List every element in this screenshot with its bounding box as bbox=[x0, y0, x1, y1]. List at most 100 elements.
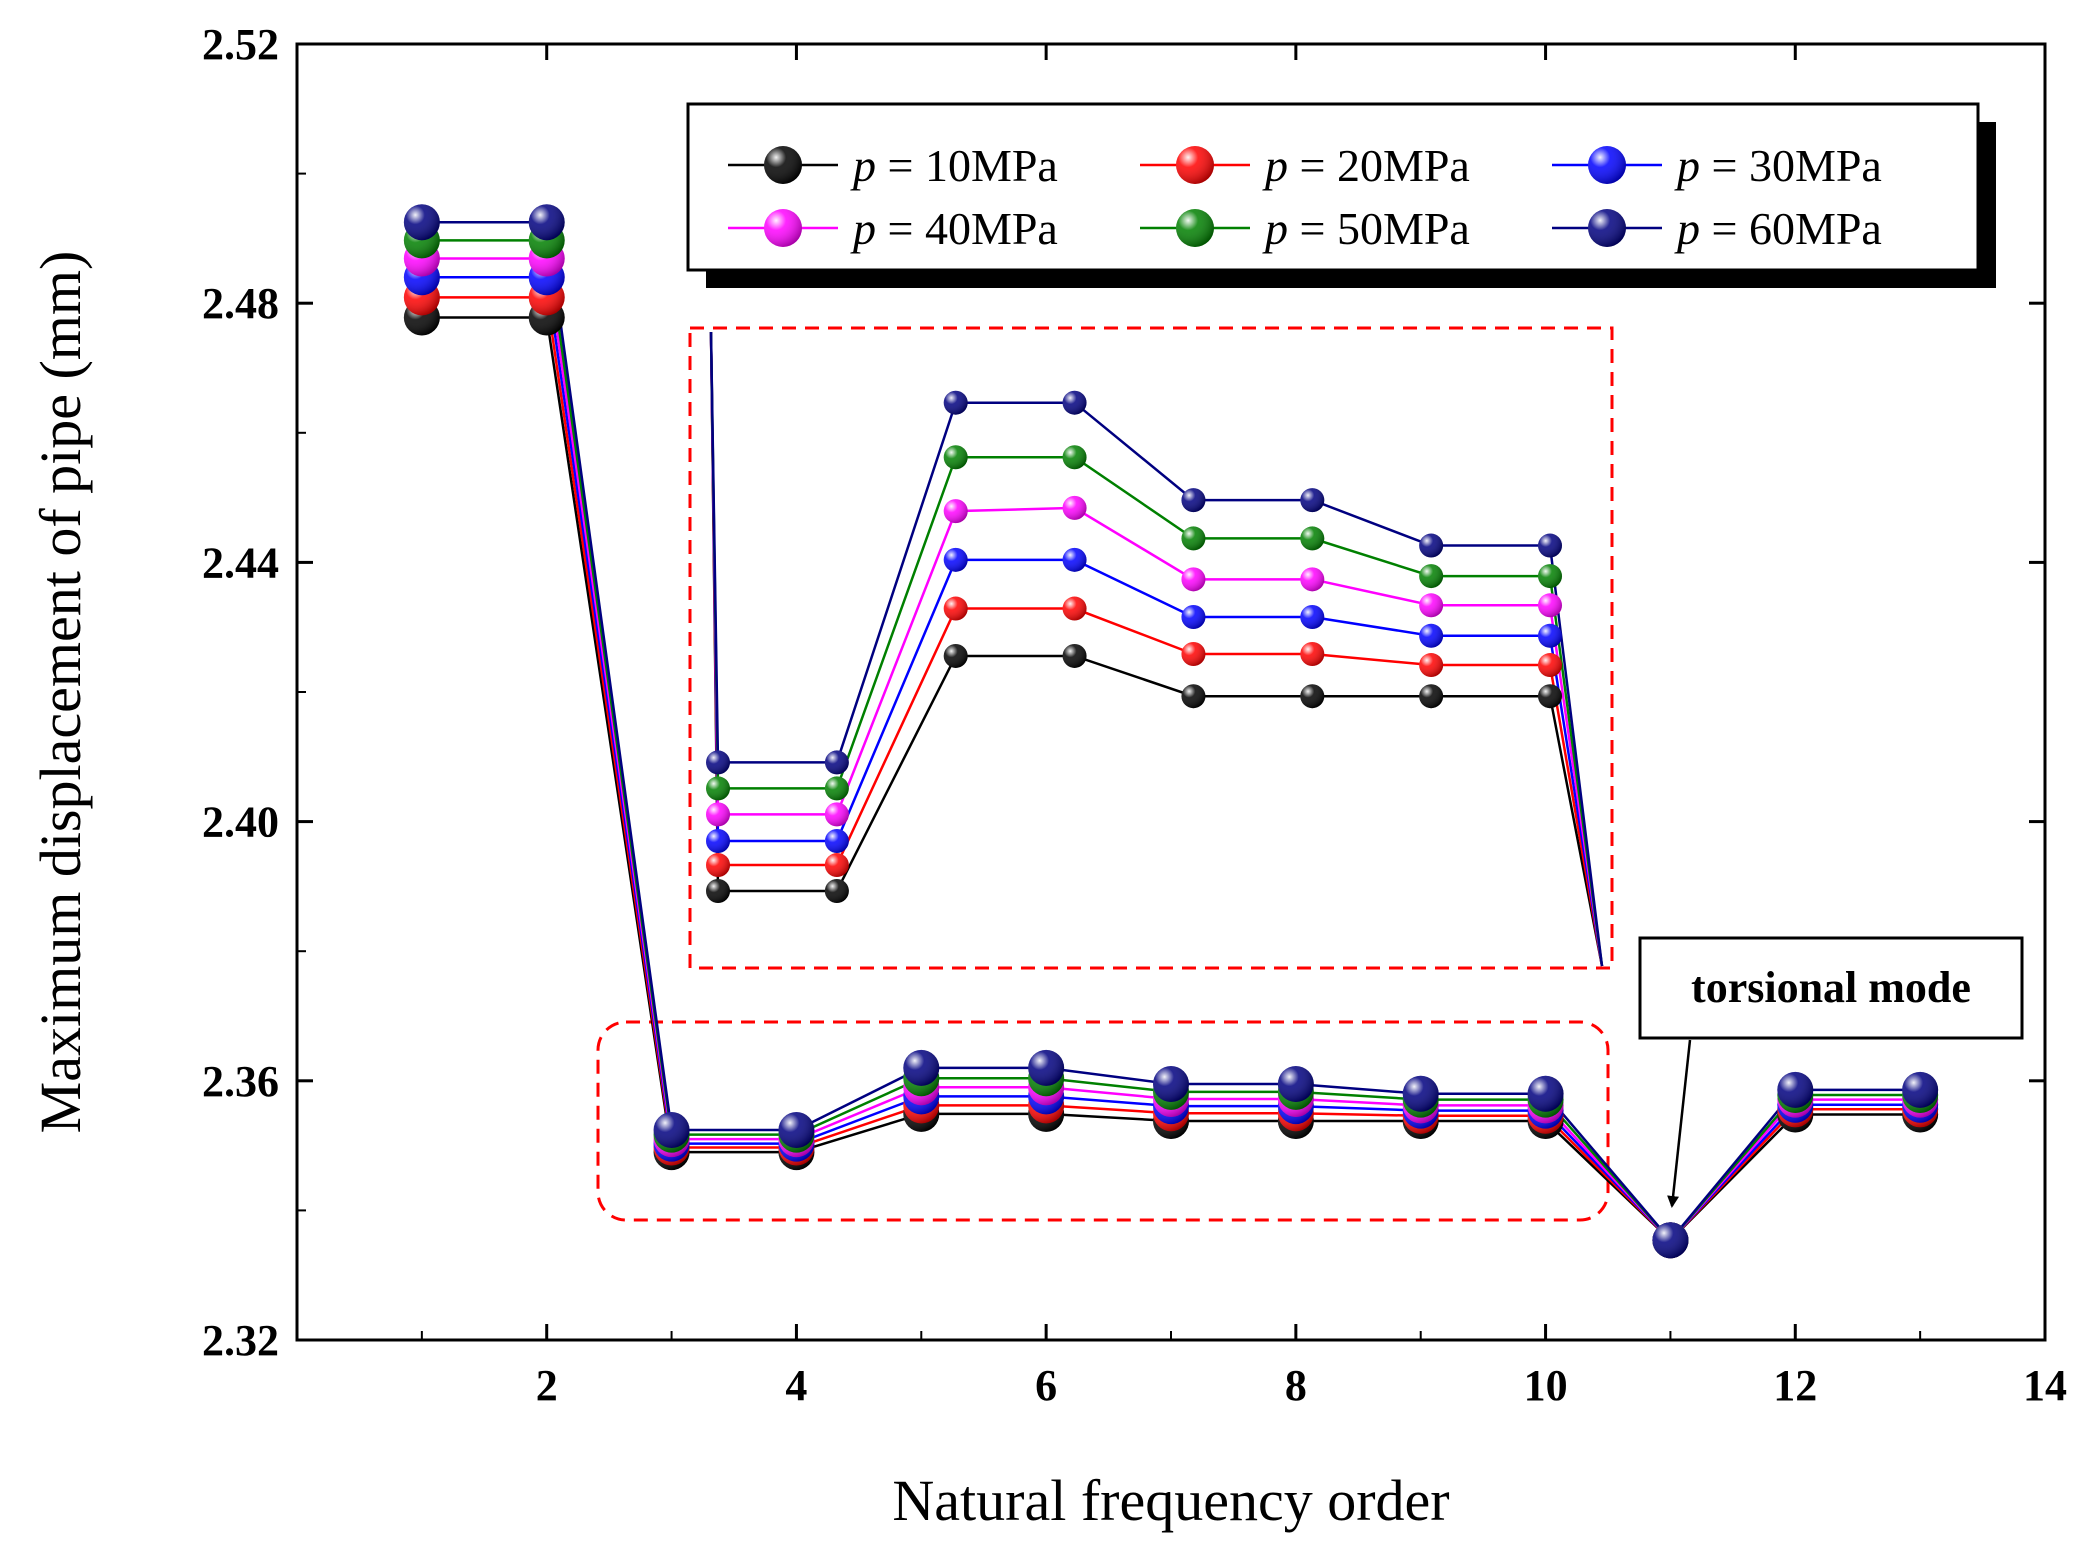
inset-point-s1-1 bbox=[824, 853, 849, 878]
main-highlight-box bbox=[596, 1020, 1610, 1222]
legend-label-rest: = 20MPa bbox=[1288, 140, 1470, 191]
inset-point-s3-7-shine bbox=[1538, 593, 1562, 618]
inset-point-s3-0 bbox=[706, 802, 730, 827]
data-point-s5-7 bbox=[1277, 1066, 1314, 1103]
legend-label-var: p bbox=[1262, 203, 1288, 254]
legend-label-rest: = 10MPa bbox=[876, 140, 1058, 191]
inset-point-s0-5 bbox=[1300, 684, 1325, 709]
inset-point-s5-3 bbox=[1062, 390, 1087, 415]
inset-point-s3-0-shine bbox=[706, 802, 730, 827]
inset-point-s0-2-shine bbox=[943, 643, 968, 668]
inset-point-s1-7 bbox=[1538, 653, 1562, 678]
inset-point-s5-6-shine bbox=[1419, 533, 1444, 558]
inset-point-s5-0-shine bbox=[706, 750, 730, 775]
legend-marker-3-shine bbox=[764, 209, 802, 247]
inset-point-s5-7 bbox=[1538, 533, 1562, 558]
inset-point-s4-2 bbox=[943, 445, 968, 470]
y-tick-label-1: 2.36 bbox=[202, 1057, 279, 1106]
inset-point-s0-0 bbox=[706, 879, 730, 903]
data-point-s5-11 bbox=[1777, 1071, 1814, 1108]
inset-point-s2-2 bbox=[943, 547, 968, 572]
data-point-s5-2 bbox=[653, 1112, 690, 1149]
inset-line-2 bbox=[709, 331, 1604, 967]
inset-point-s1-6-shine bbox=[1419, 653, 1444, 678]
inset-line-4 bbox=[709, 331, 1604, 967]
data-point-s5-4-shine bbox=[903, 1049, 940, 1086]
legend-label-var: p bbox=[1674, 203, 1700, 254]
inset-point-s4-4 bbox=[1181, 526, 1206, 551]
data-point-s5-5-shine bbox=[1028, 1049, 1065, 1086]
inset-point-s4-7 bbox=[1538, 564, 1562, 589]
inset-point-s0-6-shine bbox=[1419, 684, 1444, 709]
inset-point-s1-4-shine bbox=[1181, 641, 1206, 666]
highlight-box-main bbox=[596, 1020, 1610, 1222]
legend-label-2: p = 30MPa bbox=[1674, 140, 1882, 191]
legend-marker-1-shine bbox=[1176, 146, 1214, 184]
data-point-s5-3-shine bbox=[778, 1112, 815, 1149]
y-tick-label-3: 2.44 bbox=[202, 538, 279, 587]
annotation-arrow bbox=[1667, 1039, 1692, 1208]
data-point-s5-10-shine bbox=[1652, 1222, 1689, 1259]
legend-label-var: p bbox=[850, 203, 876, 254]
inset-point-s1-3 bbox=[1062, 596, 1087, 621]
x-axis-label: Natural frequency order bbox=[892, 1468, 1449, 1533]
inset-line-1 bbox=[709, 331, 1604, 967]
inset-point-s5-6 bbox=[1419, 533, 1444, 558]
inset-point-s2-3-shine bbox=[1062, 547, 1087, 572]
inset-point-s2-1 bbox=[824, 829, 849, 854]
y-tick-label-4: 2.48 bbox=[202, 279, 279, 328]
inset-point-s2-0 bbox=[706, 829, 730, 854]
inset-point-s3-4-shine bbox=[1181, 567, 1206, 592]
inset-point-s0-6 bbox=[1419, 684, 1444, 709]
legend-marker-1 bbox=[1176, 146, 1214, 184]
inset-point-s1-1-shine bbox=[824, 853, 849, 878]
inset-point-s0-1 bbox=[824, 879, 849, 903]
inset-point-s2-2-shine bbox=[943, 547, 968, 572]
inset-point-s5-5 bbox=[1300, 488, 1325, 513]
legend-label-var: p bbox=[1674, 140, 1700, 191]
inset-point-s0-7 bbox=[1538, 684, 1562, 709]
inset-point-s1-0-shine bbox=[706, 853, 730, 878]
legend-marker-4 bbox=[1176, 209, 1214, 247]
inset-point-s0-4-shine bbox=[1181, 684, 1206, 709]
inset-point-s1-2-shine bbox=[943, 596, 968, 621]
inset-point-s5-2-shine bbox=[943, 390, 968, 415]
legend-label-4: p = 50MPa bbox=[1262, 203, 1470, 254]
inset-point-s5-1-shine bbox=[824, 750, 849, 775]
inset-point-s3-5-shine bbox=[1300, 567, 1325, 592]
y-tick-label-2: 2.40 bbox=[202, 798, 279, 847]
annotation: torsional mode bbox=[1638, 936, 2024, 1208]
legend-marker-0-shine bbox=[764, 146, 802, 184]
inset bbox=[688, 326, 1614, 970]
data-point-s5-11-shine bbox=[1777, 1071, 1814, 1108]
data-point-s5-0 bbox=[403, 204, 440, 241]
y-tick-labels: 2.32 2.36 2.40 2.44 2.48 2.52 bbox=[202, 20, 279, 1365]
main-series bbox=[403, 204, 1939, 1259]
x-tick-label-2: 6 bbox=[1035, 1361, 1057, 1410]
inset-point-s3-3 bbox=[1062, 495, 1087, 520]
inset-line-0 bbox=[709, 331, 1604, 967]
legend-marker-0 bbox=[764, 146, 802, 184]
data-point-s5-1 bbox=[528, 204, 565, 241]
inset-point-s2-0-shine bbox=[706, 829, 730, 854]
legend-label-0: p = 10MPa bbox=[850, 140, 1058, 191]
inset-point-s4-6 bbox=[1419, 564, 1444, 589]
y-tick-label-0: 2.32 bbox=[202, 1316, 279, 1365]
legend-marker-2-shine bbox=[1588, 146, 1626, 184]
inset-point-s0-0-shine bbox=[706, 879, 730, 903]
legend-marker-4-shine bbox=[1176, 209, 1214, 247]
inset-point-s1-3-shine bbox=[1062, 596, 1087, 621]
inset-point-s5-0 bbox=[706, 750, 730, 775]
data-point-s5-8 bbox=[1402, 1075, 1439, 1112]
inset-point-s3-7 bbox=[1538, 593, 1562, 618]
data-point-s5-4 bbox=[903, 1049, 940, 1086]
legend-label-var: p bbox=[1262, 140, 1288, 191]
inset-point-s4-5-shine bbox=[1300, 526, 1325, 551]
data-point-s5-8-shine bbox=[1402, 1075, 1439, 1112]
inset-point-s3-1-shine bbox=[824, 802, 849, 827]
inset-point-s1-7-shine bbox=[1538, 653, 1562, 678]
data-point-s5-9-shine bbox=[1527, 1075, 1564, 1112]
